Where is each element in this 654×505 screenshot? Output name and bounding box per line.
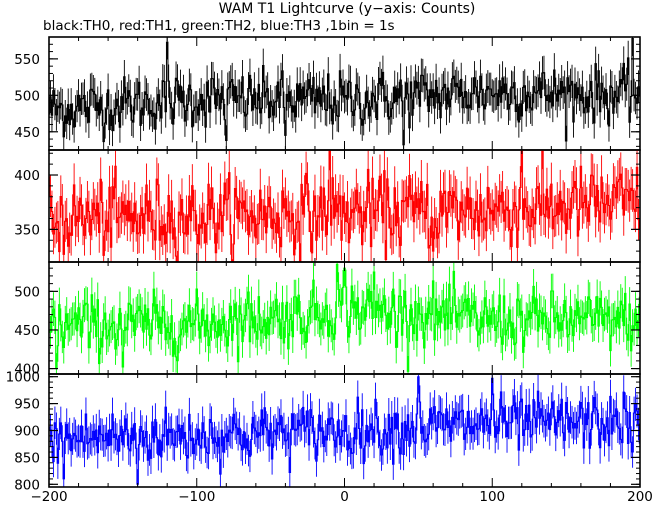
y-tick-label: 850 bbox=[14, 450, 40, 466]
series-th1 bbox=[49, 150, 640, 262]
series-th3 bbox=[49, 374, 640, 487]
x-tick-label: 200 bbox=[627, 489, 653, 505]
y-tick-label: 500 bbox=[14, 284, 40, 300]
y-tick-label: 400 bbox=[14, 168, 40, 184]
series-line-th3 bbox=[49, 376, 640, 485]
series-line-th1 bbox=[49, 150, 640, 262]
y-tick-label: 400 bbox=[14, 362, 40, 378]
y-tick-label: 450 bbox=[14, 125, 40, 141]
y-tick-label: 900 bbox=[14, 424, 40, 440]
series-line-th0 bbox=[49, 37, 640, 146]
y-tick-label: 500 bbox=[14, 88, 40, 104]
y-tick-label: 550 bbox=[14, 52, 40, 68]
chart-subtitle: black:TH0, red:TH1, green:TH2, blue:TH3 … bbox=[43, 18, 395, 34]
panel-th2: 400 450 500 bbox=[14, 261, 641, 378]
panels: 450 500 550 350 400 400 450 500 800 850 900 950 1000 bbox=[6, 36, 641, 493]
y-tick-label: 950 bbox=[14, 397, 40, 413]
x-tick-label: 100 bbox=[479, 489, 505, 505]
x-tick-label: −200 bbox=[30, 489, 67, 505]
x-tick-label: −100 bbox=[178, 489, 215, 505]
y-tick-label: 1000 bbox=[6, 370, 40, 386]
x-axis: −200 −100 0 100 200 bbox=[30, 489, 652, 505]
panel-th1: 350 400 bbox=[14, 149, 641, 263]
y-tick-label: 450 bbox=[14, 323, 40, 339]
x-tick-label: 0 bbox=[340, 489, 349, 505]
series-th0 bbox=[49, 37, 640, 150]
chart-title: WAM T1 Lightcurve (y−axis: Counts) bbox=[219, 1, 476, 17]
panel-th0: 450 500 550 bbox=[14, 36, 641, 151]
panel-th3: 800 850 900 950 1000 bbox=[6, 370, 641, 493]
y-tick-label: 800 bbox=[14, 477, 40, 493]
y-tick-label: 350 bbox=[14, 222, 40, 238]
